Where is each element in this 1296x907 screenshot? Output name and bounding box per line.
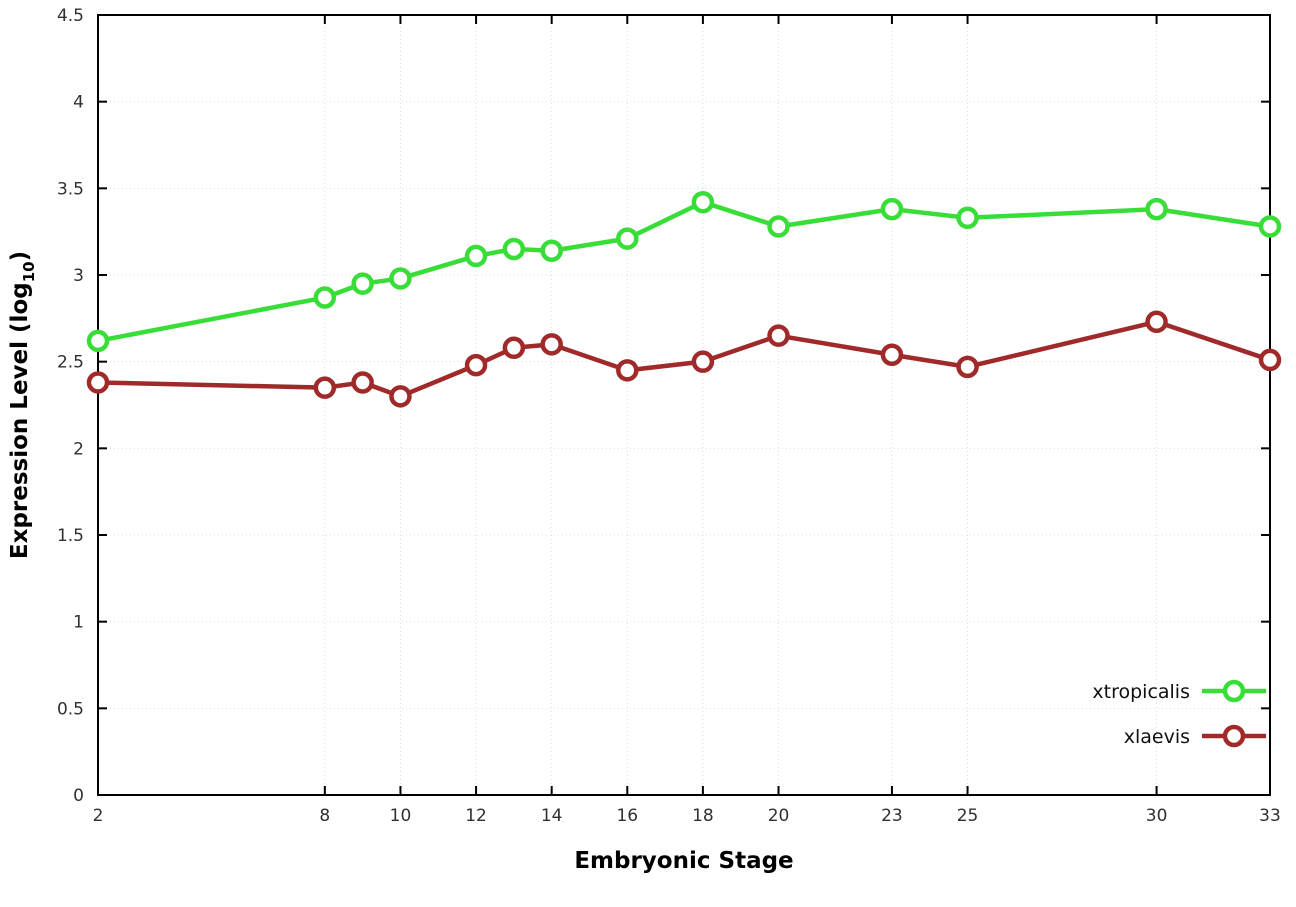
x-tick-label: 12 — [465, 806, 487, 826]
data-point-xlaevis — [313, 376, 337, 399]
legend-marker-xlaevis — [1222, 724, 1246, 748]
y-tick-label: 4 — [73, 93, 84, 113]
x-tick-label: 16 — [616, 806, 638, 826]
data-point-xtropicalis — [691, 190, 715, 214]
data-point-xtropicalis — [389, 267, 412, 290]
data-point-xtropicalis — [86, 329, 110, 353]
x-tick-label: 30 — [1146, 806, 1168, 826]
data-point-xlaevis — [1258, 348, 1282, 372]
x-tick-label: 8 — [319, 806, 330, 826]
data-point-xtropicalis — [464, 244, 488, 268]
legend: xtropicalis xlaevis — [1092, 679, 1266, 748]
series-line-xlaevis — [95, 319, 1273, 399]
x-tick-label: 33 — [1259, 806, 1281, 826]
plot-border — [97, 14, 1271, 796]
y-axis-label-subscript: 10 — [20, 261, 38, 282]
x-tick-label: 18 — [692, 806, 714, 826]
data-point-xlaevis — [1145, 310, 1168, 334]
axes: 2 8 10 12 14 16 18 20 23 25 30 33 0 0.5 1 1.5 2 2.5 3 3.5 4 4… — [57, 6, 1281, 826]
data-point-xlaevis — [502, 336, 526, 360]
data-point-xlaevis — [616, 359, 639, 382]
data-point-xlaevis — [540, 333, 563, 356]
data-point-xlaevis — [767, 324, 790, 347]
data-point-xlaevis — [351, 371, 374, 394]
data-point-xlaevis — [464, 353, 488, 377]
data-point-xtropicalis — [313, 286, 337, 309]
x-tick-label: 2 — [93, 806, 104, 826]
data-point-xlaevis — [956, 355, 979, 379]
data-point-xtropicalis — [616, 227, 639, 250]
series-line-xtropicalis — [95, 199, 1273, 344]
y-tick-label: 0.5 — [57, 699, 84, 719]
data-point-xtropicalis — [502, 237, 526, 261]
y-tick-label: 2 — [73, 439, 84, 459]
data-point-xtropicalis — [880, 197, 904, 221]
y-axis-label: Expression Level (log10) — [7, 251, 38, 559]
data-point-xlaevis — [389, 385, 412, 408]
y-tick-label: 3.5 — [57, 179, 84, 199]
x-tick-label: 25 — [957, 806, 979, 826]
data-point-xtropicalis — [1258, 215, 1282, 238]
x-tick-label: 14 — [541, 806, 563, 826]
data-series — [86, 190, 1282, 408]
y-tick-label: 4.5 — [57, 6, 84, 26]
y-axis-label-main: Expression Level (log — [7, 282, 33, 559]
legend-marker-xtropicalis — [1222, 679, 1246, 703]
x-axis-label: Embryonic Stage — [574, 848, 793, 874]
data-point-xtropicalis — [767, 215, 790, 238]
data-point-xtropicalis — [956, 206, 979, 230]
data-point-xtropicalis — [540, 239, 563, 262]
x-tick-label: 23 — [881, 806, 903, 826]
data-point-xtropicalis — [1145, 197, 1168, 221]
y-tick-label: 2.5 — [57, 353, 84, 373]
y-axis-label-close: ) — [7, 251, 33, 262]
y-tick-label: 3 — [73, 266, 84, 286]
y-tick-label: 1.5 — [57, 526, 84, 546]
data-point-xlaevis — [691, 350, 715, 373]
x-tick-label: 10 — [390, 806, 412, 826]
data-point-xlaevis — [86, 371, 110, 394]
legend-label-xtropicalis: xtropicalis — [1092, 681, 1190, 703]
y-tick-label: 0 — [73, 786, 84, 806]
data-point-xtropicalis — [351, 272, 374, 295]
data-point-xlaevis — [880, 343, 904, 366]
legend-label-xlaevis: xlaevis — [1124, 726, 1190, 748]
grid-lines — [97, 14, 1271, 796]
x-tick-label: 20 — [768, 806, 790, 826]
y-tick-label: 1 — [73, 613, 84, 633]
